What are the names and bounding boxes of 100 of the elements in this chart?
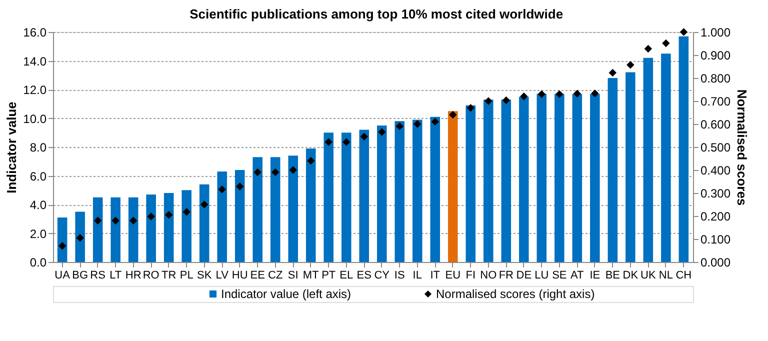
bar <box>501 100 512 262</box>
point <box>236 182 244 190</box>
bar <box>252 157 262 262</box>
bar <box>412 120 422 262</box>
x-tick-label: FR <box>498 270 514 282</box>
x-tick-label: SK <box>197 270 212 282</box>
bar <box>92 197 103 262</box>
bar <box>359 130 370 262</box>
x-tick-label: LV <box>216 270 230 282</box>
point <box>182 208 190 216</box>
bar <box>394 121 405 262</box>
x-tick-label: LU <box>534 270 549 282</box>
point <box>378 128 386 136</box>
point <box>591 90 599 98</box>
bar <box>288 156 298 262</box>
point <box>306 156 315 165</box>
y2-tick-label: 0.300 <box>700 186 731 200</box>
y-tick-label: 0.0 <box>30 256 47 270</box>
y2-tick-label: 0.000 <box>700 256 731 270</box>
bar <box>430 116 440 262</box>
bar <box>661 54 671 262</box>
x-tick-label: IE <box>590 270 600 282</box>
bar <box>270 157 280 262</box>
x-tick-label: RO <box>142 270 160 282</box>
bar <box>519 96 529 262</box>
point <box>396 122 404 130</box>
point <box>556 90 564 98</box>
bar <box>182 190 192 262</box>
bar <box>554 94 564 262</box>
x-tick-label: IS <box>394 270 405 282</box>
chart-title: Scientific publications among top 10% most cited worldwide <box>190 6 564 22</box>
x-tick-label: CY <box>374 270 390 282</box>
point <box>129 216 138 224</box>
x-tick-label: CH <box>676 270 692 282</box>
x-tick-label: EU <box>445 270 461 282</box>
point <box>520 92 528 100</box>
bar <box>536 94 547 262</box>
point <box>342 138 350 146</box>
x-tick-label: HR <box>125 270 142 282</box>
legend-label: Normalised scores (right axis) <box>436 287 595 301</box>
bar <box>608 78 618 262</box>
x-tick-label: IT <box>430 270 440 282</box>
y-tick-label: 2.0 <box>30 226 47 241</box>
bar <box>466 105 476 262</box>
point <box>112 216 120 224</box>
point <box>94 216 102 224</box>
point <box>58 242 66 250</box>
y-tick-label: 6.0 <box>30 169 47 184</box>
point <box>360 132 368 141</box>
y2-tick-label: 0.600 <box>700 118 731 132</box>
point <box>662 39 670 48</box>
y-tick-label: 14.0 <box>23 54 47 68</box>
y2-tick-label: 0.100 <box>700 232 731 246</box>
y-tick-label: 16.0 <box>23 26 47 40</box>
x-tick-label: SI <box>288 270 298 282</box>
x-tick-label: UA <box>54 270 71 282</box>
x-tick-label: EL <box>340 270 354 282</box>
bar <box>164 193 174 262</box>
x-tick-label: RS <box>90 270 106 282</box>
point <box>608 68 617 77</box>
y-tick-label: 10.0 <box>23 112 47 126</box>
y2-tick-label: 0.800 <box>700 72 731 86</box>
bar <box>678 36 689 262</box>
x-tick-label: FI <box>466 270 476 282</box>
bar <box>590 94 600 262</box>
bar <box>146 194 156 262</box>
x-tick-label: SE <box>552 270 567 282</box>
point <box>466 104 475 112</box>
bar <box>128 197 138 262</box>
x-tick-label: ES <box>356 270 372 282</box>
x-tick-label: PT <box>322 270 336 282</box>
point <box>431 118 440 126</box>
x-tick-label: EE <box>250 270 265 282</box>
y-axis-title: Indicator value <box>4 102 20 194</box>
x-tick-label: PL <box>180 270 194 282</box>
point <box>147 212 155 220</box>
x-tick-label: BG <box>72 270 88 282</box>
point <box>626 61 634 69</box>
bar <box>234 170 245 262</box>
point <box>164 210 173 219</box>
bar <box>199 184 210 262</box>
point <box>538 90 546 98</box>
point <box>218 185 226 194</box>
bar <box>217 171 227 262</box>
bar <box>448 111 458 262</box>
point <box>414 120 422 128</box>
point <box>680 28 688 36</box>
bar <box>376 125 387 262</box>
x-tick-label: UK <box>640 270 656 282</box>
bar <box>57 217 68 262</box>
x-tick-label: AT <box>570 270 584 282</box>
x-tick-label: MT <box>302 270 320 282</box>
point <box>200 200 208 208</box>
point <box>502 96 510 104</box>
y2-tick-label: 0.900 <box>700 48 731 62</box>
bar <box>484 100 494 262</box>
x-tick-label: NL <box>658 270 673 282</box>
x-tick-label: LT <box>110 270 122 282</box>
y2-axis-title: Normalised scores <box>734 89 750 206</box>
bar <box>626 72 636 262</box>
